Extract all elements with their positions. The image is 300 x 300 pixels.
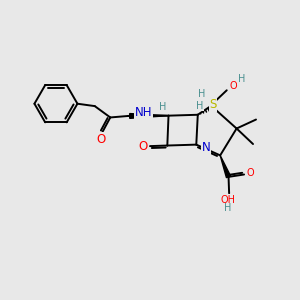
Text: O: O	[247, 168, 254, 178]
Polygon shape	[130, 114, 169, 118]
Text: O: O	[139, 140, 148, 153]
Text: H: H	[198, 89, 205, 100]
Text: N: N	[202, 141, 210, 154]
Text: S: S	[209, 98, 217, 111]
Text: H: H	[160, 102, 167, 112]
Polygon shape	[220, 155, 231, 178]
Text: H: H	[224, 203, 232, 213]
Text: O: O	[230, 80, 237, 91]
Text: NH: NH	[135, 106, 152, 119]
Text: H: H	[196, 101, 203, 111]
Text: O: O	[97, 133, 106, 146]
Text: H: H	[238, 74, 245, 84]
Text: OH: OH	[220, 195, 236, 205]
